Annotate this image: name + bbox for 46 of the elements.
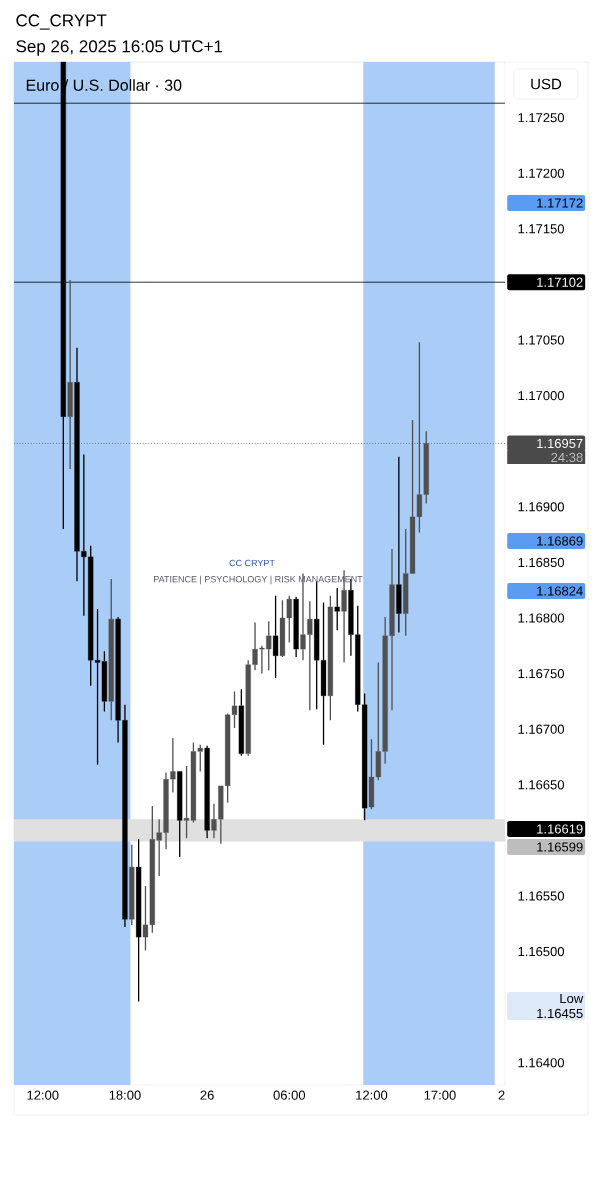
x-tick-label: 17:00 xyxy=(424,1090,456,1100)
ref-line-label: 1.16957 xyxy=(537,438,583,449)
text: 1.16869 xyxy=(537,536,583,546)
x-tick-label: 06:00 xyxy=(273,1090,306,1100)
y-tick-label: 1.16550 xyxy=(518,891,565,901)
text: 24:38 xyxy=(551,452,583,463)
y-tick-label: 1.17050 xyxy=(518,335,565,345)
y-tick-label: 1.16500 xyxy=(518,946,565,957)
annotation: CC CRYPT xyxy=(229,559,275,567)
chart-subtitle: Sep 26, 2025 16:05 UTC+1 xyxy=(16,40,223,56)
x-tick-label: 12:00 xyxy=(27,1090,59,1100)
ref-line-label: 1.17102 xyxy=(537,277,583,287)
candlestick xyxy=(238,688,244,757)
text: 1.17172 xyxy=(537,198,583,208)
candlestick xyxy=(108,578,114,721)
text: Low 1.16455 xyxy=(537,993,584,1019)
y-tick-label: 1.16850 xyxy=(518,557,565,567)
x-tick-label: 12:00 xyxy=(356,1090,388,1100)
candlestick xyxy=(396,456,402,634)
y-tick-label: 1.17250 xyxy=(518,113,565,123)
y-tick-label: 1.17150 xyxy=(518,224,565,234)
candlestick xyxy=(272,595,279,679)
candlestick xyxy=(136,838,142,1003)
candlestick xyxy=(204,745,210,839)
x-tick-label: 18:00 xyxy=(109,1090,141,1100)
candlestick xyxy=(67,279,73,470)
y-tick-label: 1.16700 xyxy=(518,724,565,734)
y-tick-label: 1.16650 xyxy=(518,780,565,790)
y-tick-label: 1.16400 xyxy=(518,1058,565,1068)
y-tick-label: 1.17200 xyxy=(518,168,565,178)
x-tick-label: 2 xyxy=(498,1090,505,1100)
y-tick-label: 1.16800 xyxy=(518,613,565,623)
y-tick-label: 1.16900 xyxy=(518,502,565,512)
candlestick xyxy=(293,596,299,658)
text: 1.16599 xyxy=(537,842,583,852)
text: 1.16824 xyxy=(537,586,583,596)
candlestick xyxy=(327,595,333,721)
x-tick-label: 26 xyxy=(200,1090,214,1100)
candlestick xyxy=(334,587,340,631)
candlestick xyxy=(177,771,183,858)
y-tick-label: 1.16750 xyxy=(518,668,565,679)
y-tick-label: 1.17000 xyxy=(518,391,565,401)
y-axis-title: USD xyxy=(531,78,562,90)
chart-title: CC_CRYPT xyxy=(16,14,107,30)
text: 1.16619 xyxy=(537,824,583,834)
candlestick xyxy=(129,844,135,926)
